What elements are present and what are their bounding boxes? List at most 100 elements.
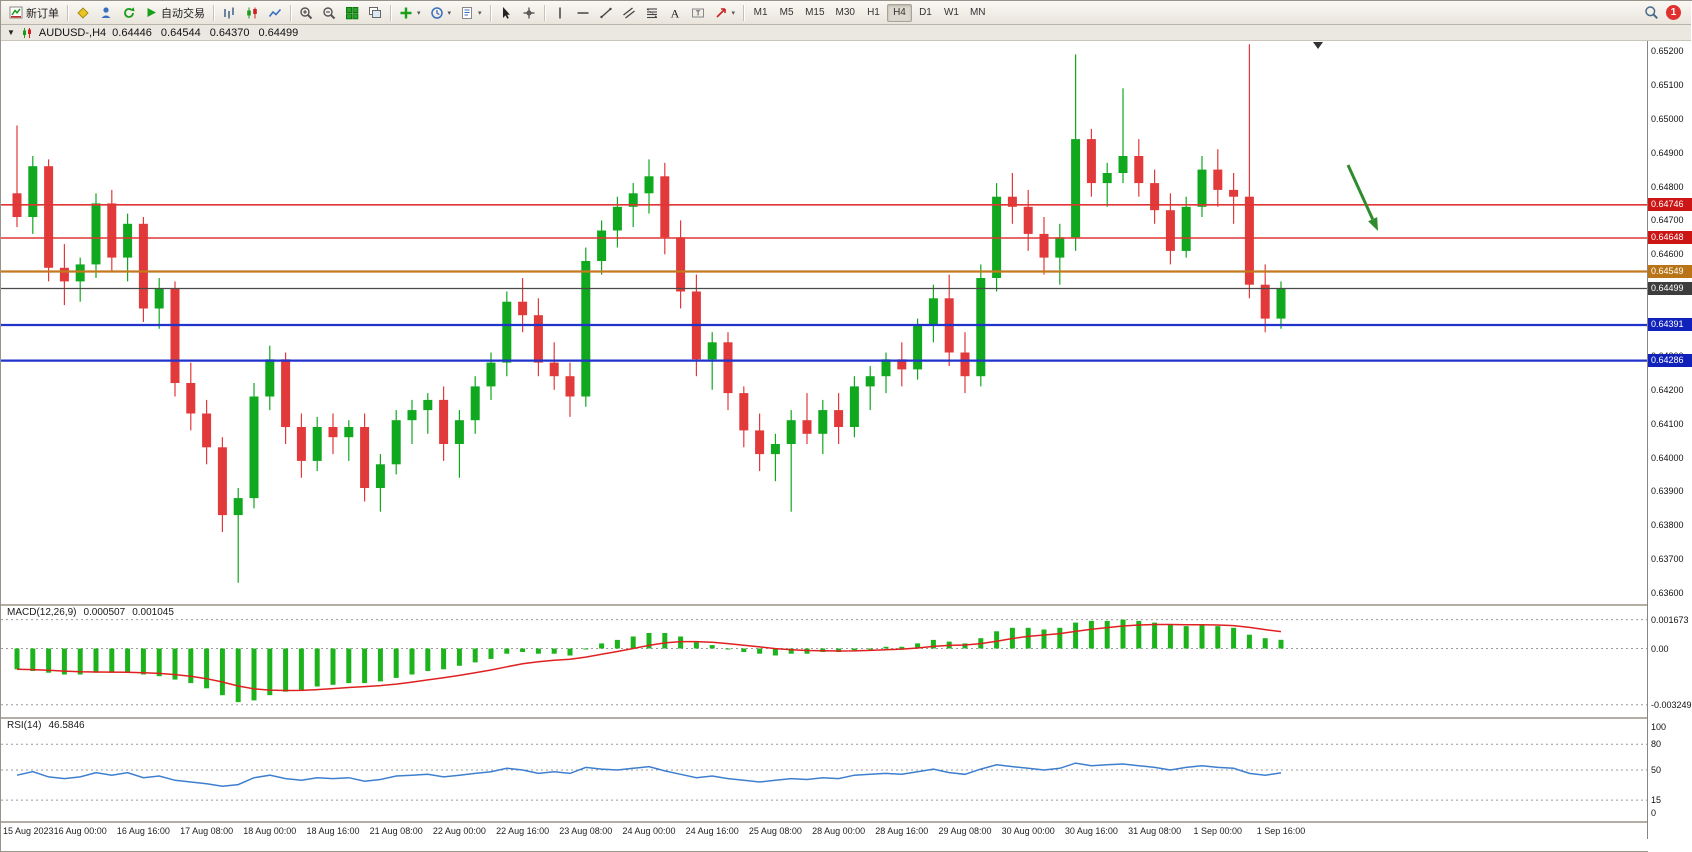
label-tool-button[interactable]: T: [687, 3, 709, 23]
toolbar-separator: [390, 4, 391, 21]
time-axis-label: 1 Sep 00:00: [1193, 826, 1243, 836]
dropdown-caret-icon: ▾: [447, 9, 452, 17]
indicators-button[interactable]: ▾: [395, 3, 425, 23]
ohlc-low: 0.64370: [209, 26, 250, 39]
price-axis-label: 0.64200: [1651, 384, 1684, 395]
time-axis-label: 22 Aug 00:00: [432, 826, 486, 836]
vertical-line-tool-button[interactable]: [549, 3, 571, 23]
macd-panel[interactable]: [1, 606, 1647, 717]
price-axis[interactable]: 0.65200 0.65100 0.65000 0.64900 0.64800 0.647…: [1648, 1, 1692, 852]
templates-icon: [462, 6, 473, 19]
bar-chart-button[interactable]: [218, 3, 240, 23]
ohlc-open: 0.64446: [112, 26, 152, 39]
price-axis-label: 0.63600: [1651, 588, 1684, 598]
time-axis-label: 30 Aug 00:00: [1001, 826, 1055, 836]
panel-splitter[interactable]: [1, 717, 1692, 719]
auto-trading-icon: [147, 8, 156, 17]
crosshair-tool-button[interactable]: [518, 3, 540, 23]
fibonacci-icon: [646, 7, 657, 18]
text-tool-button[interactable]: A: [664, 3, 686, 23]
rsi-axis-label: 80: [1651, 739, 1662, 750]
time-axis-label: 30 Aug 16:00: [1064, 826, 1118, 836]
cascade-windows-icon: [369, 6, 381, 18]
channel-icon: [622, 6, 635, 19]
auto-trading-button[interactable]: 自动交易: [141, 3, 209, 23]
timeframe-button-m1[interactable]: M1: [748, 4, 773, 22]
metaeditor-button[interactable]: [72, 3, 94, 23]
main-chart[interactable]: [1, 41, 1647, 604]
panel-splitter[interactable]: [1, 821, 1692, 823]
timeframe-button-mn[interactable]: MN: [965, 4, 991, 22]
macd-axis-label: 0.00: [1651, 643, 1669, 654]
periods-button[interactable]: ▾: [426, 3, 456, 23]
chart-title-bar: ▼ AUDUSD-,H4 0.64446 0.64544 0.64370 0.6…: [1, 25, 1691, 41]
cursor-tool-button[interactable]: [495, 3, 517, 23]
timeframe-button-w1[interactable]: W1: [939, 4, 964, 22]
fibonacci-tool-button[interactable]: [641, 3, 663, 23]
trendline-icon: [599, 7, 612, 18]
time-axis-label: 29 Aug 08:00: [938, 826, 992, 836]
time-axis-label: 1 Sep 16:00: [1256, 826, 1306, 836]
price-tag: 0.64549: [1648, 264, 1692, 278]
svg-text:T: T: [695, 8, 700, 17]
search-icon[interactable]: [1644, 5, 1659, 20]
line-chart-button[interactable]: [264, 3, 286, 23]
price-tag: 0.64286: [1648, 353, 1692, 367]
templates-button[interactable]: ▾: [456, 3, 486, 23]
arrows-icon: [715, 7, 726, 18]
zoom-in-icon: [300, 6, 313, 19]
macd-value-main: 0.000507: [83, 607, 126, 618]
time-axis-label: 15 Aug 2023: [3, 826, 54, 836]
timeframe-button-m30[interactable]: M30: [831, 4, 860, 22]
time-axis-label: 18 Aug 00:00: [243, 826, 297, 836]
time-axis[interactable]: 15 Aug 2023 16 Aug 00:00 16 Aug 16:00 17 Au…: [1, 823, 1647, 839]
price-tag: 0.64499: [1648, 281, 1692, 295]
zoom-out-button[interactable]: [318, 3, 340, 23]
new-order-button[interactable]: 新订单: [5, 3, 63, 23]
tile-windows-button[interactable]: [341, 3, 363, 23]
rsi-axis-label: 100: [1651, 722, 1667, 732]
price-axis-label: 0.65000: [1651, 113, 1684, 124]
timeframe-button-m15[interactable]: M15: [800, 4, 829, 22]
periods-icon: [430, 6, 443, 19]
time-axis-label: 22 Aug 16:00: [496, 826, 550, 836]
cascade-windows-button[interactable]: [364, 3, 386, 23]
price-axis-label: 0.64700: [1651, 215, 1684, 226]
dropdown-caret-icon: ▾: [478, 9, 482, 17]
time-axis-label: 23 Aug 08:00: [559, 826, 613, 836]
ohlc-high: 0.64544: [160, 26, 201, 39]
price-axis-label: 0.63700: [1651, 554, 1684, 565]
navigator-button[interactable]: [118, 3, 140, 23]
timeframe-button-d1[interactable]: D1: [913, 4, 938, 22]
macd-name: MACD(12,26,9): [7, 607, 77, 618]
zoom-in-button[interactable]: [295, 3, 317, 23]
notification-badge[interactable]: 1: [1666, 5, 1681, 20]
price-axis-label: 0.65200: [1651, 46, 1684, 56]
arrows-tool-button[interactable]: ▾: [710, 3, 740, 23]
horizontal-line-tool-button[interactable]: [572, 3, 594, 23]
rsi-label: RSI(14) 46.5846: [7, 720, 85, 731]
time-axis-label: 21 Aug 08:00: [369, 826, 423, 836]
window-menu-icon[interactable]: ▼: [7, 28, 15, 37]
toolbar-separator: [743, 4, 745, 21]
channel-tool-button[interactable]: [618, 3, 640, 23]
timeframe-button-h1[interactable]: H1: [861, 4, 886, 22]
tile-windows-icon: [346, 6, 359, 19]
macd-axis-label: -0.003249: [1651, 699, 1692, 710]
candlestick-chart-button[interactable]: [241, 3, 263, 23]
timeframe-button-h4[interactable]: H4: [886, 3, 912, 22]
timeframe-button-m5[interactable]: M5: [774, 4, 799, 22]
ohlc-readout: 0.64446 0.64544 0.64370 0.64499: [112, 27, 298, 39]
timeframe-group: M1 M5 M15 M30 H1 H4 D1 W1 MN: [748, 3, 991, 22]
trendline-tool-button[interactable]: [595, 3, 617, 23]
market-watch-icon: [101, 7, 111, 18]
toolbar: 新订单 自动交易: [1, 1, 1691, 25]
rsi-panel[interactable]: [1, 719, 1647, 821]
toolbar-separator: [290, 4, 291, 21]
svg-text:A: A: [670, 6, 679, 20]
price-tag: 0.64746: [1648, 197, 1692, 211]
label-icon: T: [691, 8, 704, 17]
time-axis-label: 28 Aug 00:00: [812, 826, 866, 836]
market-watch-button[interactable]: [95, 3, 117, 23]
panel-splitter[interactable]: [1, 604, 1692, 606]
